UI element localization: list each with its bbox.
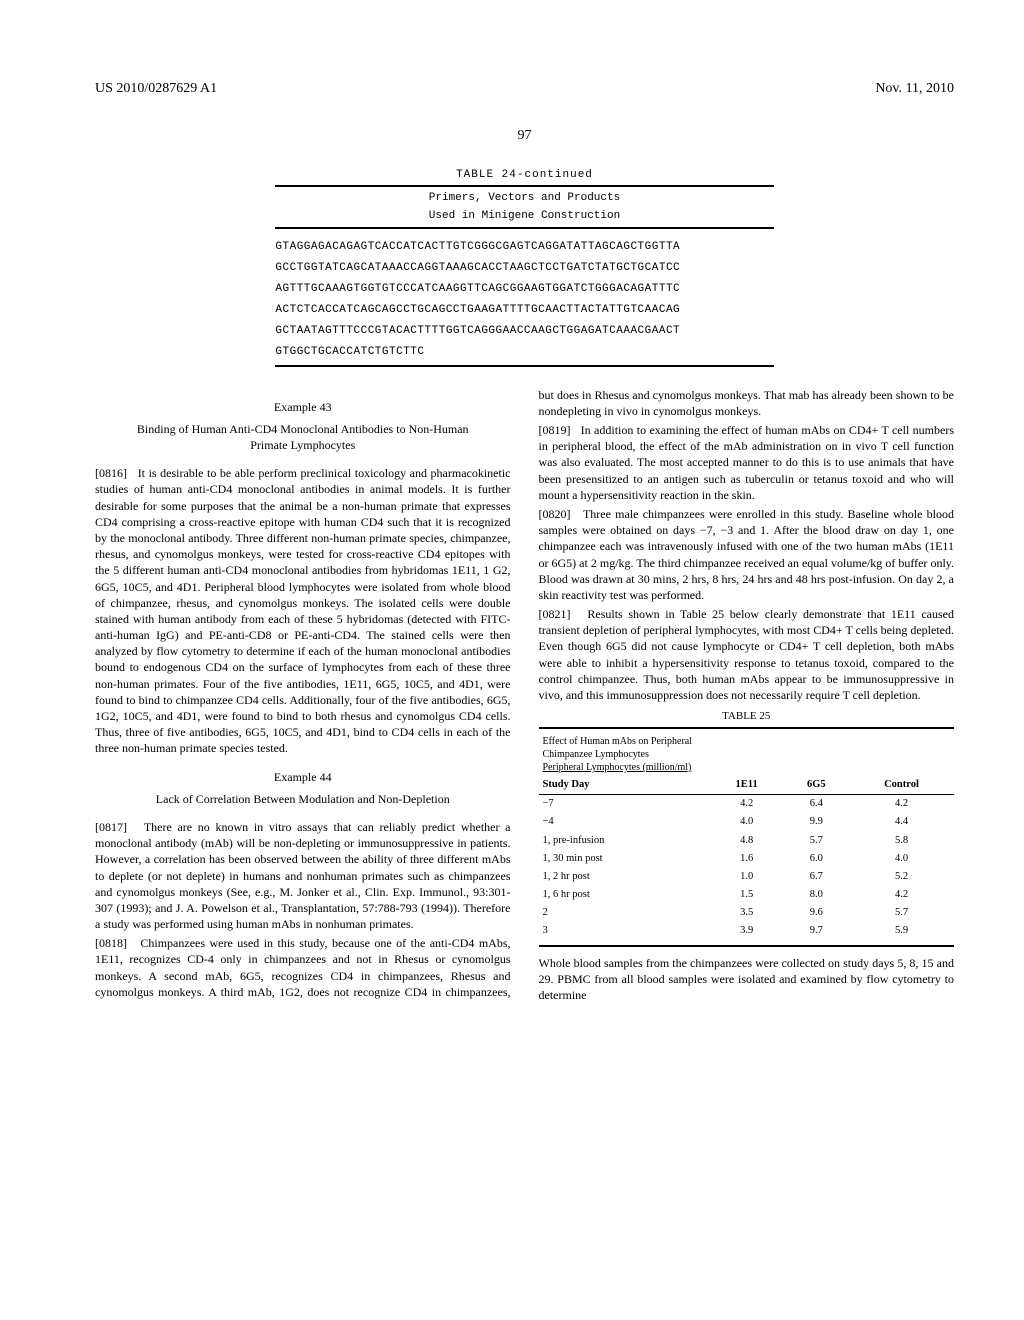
cell-6g5: 6.4 bbox=[784, 795, 849, 814]
body-columns: Example 43 Binding of Human Anti-CD4 Mon… bbox=[95, 387, 954, 1004]
page-number: 97 bbox=[95, 127, 954, 146]
cell-control: 5.2 bbox=[849, 868, 954, 886]
col-6g5: 6G5 bbox=[784, 776, 849, 795]
table-24-continued: TABLE 24-continued Primers, Vectors and … bbox=[275, 168, 773, 367]
cell-control: 4.2 bbox=[849, 795, 954, 814]
table-24-title: TABLE 24-continued bbox=[275, 168, 773, 183]
para-number: [0819] bbox=[539, 423, 571, 437]
sequence-line: GTAGGAGACAGAGTCACCATCACTTGTCGGGCGAGTCAGG… bbox=[275, 237, 773, 258]
cell-control: 5.7 bbox=[849, 904, 954, 922]
example-44-title: Lack of Correlation Between Modulation a… bbox=[124, 791, 481, 807]
cell-1e11: 4.2 bbox=[710, 795, 784, 814]
table-row: 33.99.75.9 bbox=[539, 922, 955, 940]
cell-6g5: 8.0 bbox=[784, 886, 849, 904]
sequence-line: GTGGCTGCACCATCTGTCTTC bbox=[275, 342, 773, 363]
para-text: Results shown in Table 25 below clearly … bbox=[539, 607, 955, 702]
sequence-line: GCTAATAGTTTCCCGTACACTTTTGGTCAGGGAACCAAGC… bbox=[275, 321, 773, 342]
trailing-paragraph: Whole blood samples from the chimpanzees… bbox=[539, 955, 955, 1004]
sequence-line: AGTTTGCAAAGTGGTGTCCCATCAAGGTTCAGCGGAAGTG… bbox=[275, 279, 773, 300]
cell-1e11: 1.6 bbox=[710, 850, 784, 868]
table-row: −44.09.94.4 bbox=[539, 813, 955, 831]
paragraph-0820: [0820] Three male chimpanzees were enrol… bbox=[539, 506, 955, 603]
cell-day: 1, 2 hr post bbox=[539, 868, 710, 886]
cell-1e11: 3.5 bbox=[710, 904, 784, 922]
para-number: [0821] bbox=[539, 607, 571, 621]
para-text: There are no known in vitro assays that … bbox=[95, 820, 511, 931]
cell-1e11: 1.0 bbox=[710, 868, 784, 886]
table-row: −74.26.44.2 bbox=[539, 795, 955, 814]
rule bbox=[275, 185, 773, 187]
cell-control: 4.4 bbox=[849, 813, 954, 831]
cell-6g5: 5.7 bbox=[784, 832, 849, 850]
rule bbox=[275, 365, 773, 367]
paragraph-0816: [0816] It is desirable to be able perfor… bbox=[95, 465, 511, 756]
table-25-label: TABLE 25 bbox=[539, 709, 955, 724]
col-study-day: Study Day bbox=[539, 776, 710, 795]
cell-1e11: 4.0 bbox=[710, 813, 784, 831]
col-1e11: 1E11 bbox=[710, 776, 784, 795]
para-text: It is desirable to be able perform precl… bbox=[95, 466, 511, 755]
sequence-block: GTAGGAGACAGAGTCACCATCACTTGTCGGGCGAGTCAGG… bbox=[275, 237, 773, 362]
sequence-line: ACTCTCACCATCAGCAGCCTGCAGCCTGAAGATTTTGCAA… bbox=[275, 300, 773, 321]
cell-control: 4.2 bbox=[849, 886, 954, 904]
paragraph-0821: [0821] Results shown in Table 25 below c… bbox=[539, 606, 955, 703]
table-25-grid: Effect of Human mAbs on Peripheral Chimp… bbox=[539, 727, 955, 947]
para-number: [0817] bbox=[95, 820, 127, 834]
cell-1e11: 3.9 bbox=[710, 922, 784, 940]
rule bbox=[275, 227, 773, 229]
cell-6g5: 9.7 bbox=[784, 922, 849, 940]
example-44-label: Example 44 bbox=[95, 769, 511, 785]
table-25: TABLE 25 Effect of Human mAbs on Periphe… bbox=[539, 709, 955, 946]
para-number: [0820] bbox=[539, 507, 571, 521]
table-25-caption-1: Effect of Human mAbs on Peripheral bbox=[543, 736, 693, 747]
publication-date: Nov. 11, 2010 bbox=[875, 80, 954, 99]
table-24-subtitle-2: Used in Minigene Construction bbox=[275, 209, 773, 224]
example-43-label: Example 43 bbox=[95, 399, 511, 415]
table-row: 23.59.65.7 bbox=[539, 904, 955, 922]
table-25-caption-3: Peripheral Lymphocytes (million/ml) bbox=[543, 762, 692, 773]
cell-day: −4 bbox=[539, 813, 710, 831]
paragraph-0817: [0817] There are no known in vitro assay… bbox=[95, 819, 511, 932]
para-number: [0818] bbox=[95, 936, 127, 950]
para-number: [0816] bbox=[95, 466, 127, 480]
cell-6g5: 6.0 bbox=[784, 850, 849, 868]
cell-6g5: 9.9 bbox=[784, 813, 849, 831]
table-24-subtitle-1: Primers, Vectors and Products bbox=[275, 191, 773, 206]
col-control: Control bbox=[849, 776, 954, 795]
cell-control: 4.0 bbox=[849, 850, 954, 868]
table-25-caption-2: Chimpanzee Lymphocytes bbox=[543, 749, 649, 760]
running-header: US 2010/0287629 A1 Nov. 11, 2010 bbox=[95, 80, 954, 99]
table-row: 1, 30 min post1.66.04.0 bbox=[539, 850, 955, 868]
cell-control: 5.8 bbox=[849, 832, 954, 850]
cell-day: 3 bbox=[539, 922, 710, 940]
cell-day: 1, 6 hr post bbox=[539, 886, 710, 904]
table-row: 1, 2 hr post1.06.75.2 bbox=[539, 868, 955, 886]
cell-day: 1, 30 min post bbox=[539, 850, 710, 868]
publication-number: US 2010/0287629 A1 bbox=[95, 80, 217, 99]
table-row: 1, 6 hr post1.58.04.2 bbox=[539, 886, 955, 904]
paragraph-0819: [0819] In addition to examining the effe… bbox=[539, 422, 955, 503]
cell-6g5: 6.7 bbox=[784, 868, 849, 886]
example-43-title: Binding of Human Anti-CD4 Monoclonal Ant… bbox=[124, 421, 481, 453]
cell-6g5: 9.6 bbox=[784, 904, 849, 922]
para-text: Three male chimpanzees were enrolled in … bbox=[539, 507, 955, 602]
table-row: 1, pre-infusion4.85.75.8 bbox=[539, 832, 955, 850]
cell-day: 1, pre-infusion bbox=[539, 832, 710, 850]
para-text: In addition to examining the effect of h… bbox=[539, 423, 955, 502]
cell-1e11: 4.8 bbox=[710, 832, 784, 850]
cell-control: 5.9 bbox=[849, 922, 954, 940]
cell-day: 2 bbox=[539, 904, 710, 922]
sequence-line: GCCTGGTATCAGCATAAACCAGGTAAAGCACCTAAGCTCC… bbox=[275, 258, 773, 279]
cell-1e11: 1.5 bbox=[710, 886, 784, 904]
cell-day: −7 bbox=[539, 795, 710, 814]
